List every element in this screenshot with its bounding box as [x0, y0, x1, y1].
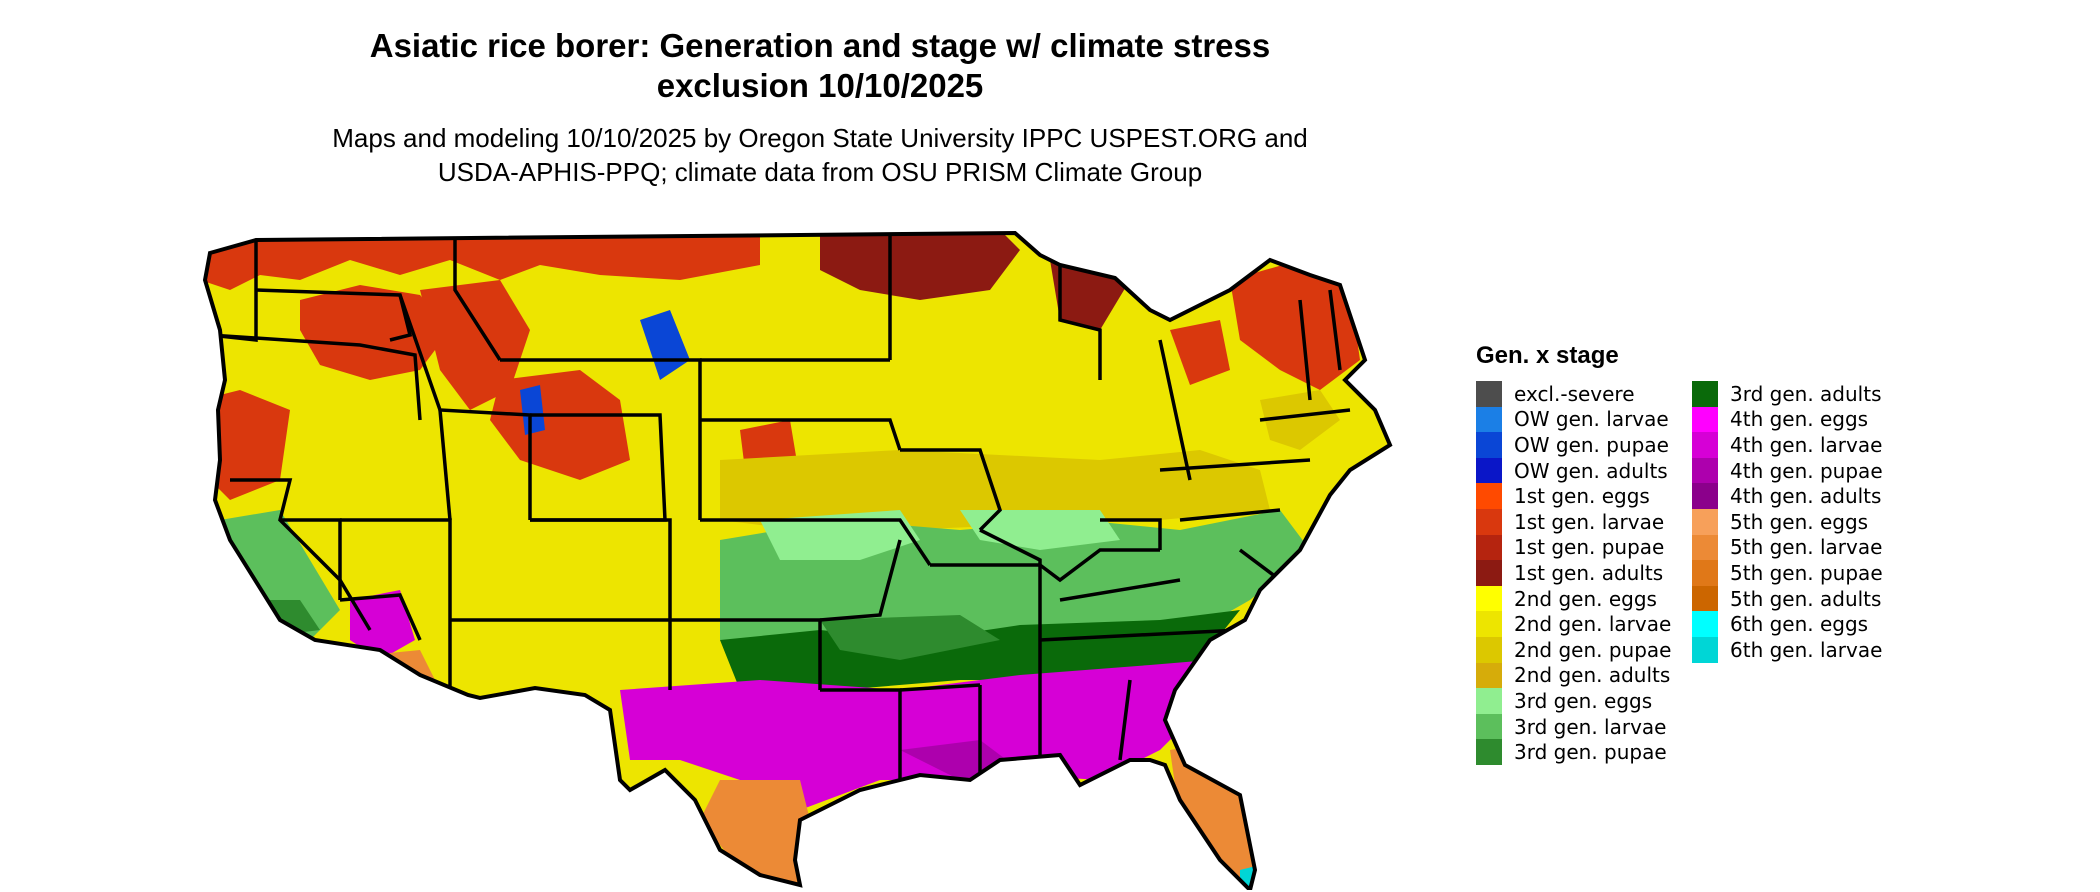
legend-item: 5th gen. adults	[1692, 585, 1883, 612]
legend-label: 5th gen. pupae	[1730, 560, 1883, 585]
legend-label: 1st gen. eggs	[1514, 484, 1650, 509]
legend-item: OW gen. larvae	[1476, 406, 1671, 433]
legend-swatch	[1476, 432, 1502, 458]
legend-label: 1st gen. adults	[1514, 560, 1664, 585]
legend-column-2: 3rd gen. adults 4th gen. eggs 4th gen. lar…	[1692, 381, 1883, 663]
legend-item: 5th gen. eggs	[1692, 508, 1883, 535]
legend-label: OW gen. adults	[1514, 458, 1668, 483]
legend-column-1: excl.-severe OW gen. larvae OW gen. pupae O…	[1476, 381, 1671, 765]
legend-item: 3rd gen. eggs	[1476, 688, 1671, 714]
legend-label: 4th gen. larvae	[1730, 432, 1883, 457]
legend-label: OW gen. pupae	[1514, 432, 1669, 457]
legend-item: 4th gen. larvae	[1692, 432, 1883, 458]
legend-item: OW gen. pupae	[1476, 432, 1671, 458]
legend-item: 3rd gen. adults	[1692, 381, 1883, 407]
legend-swatch	[1476, 483, 1502, 509]
legend-swatch	[1476, 534, 1502, 561]
legend-item: OW gen. adults	[1476, 457, 1671, 484]
legend-item: 2nd gen. adults	[1476, 662, 1671, 689]
legend-item: 1st gen. adults	[1476, 560, 1671, 586]
legend-swatch	[1692, 381, 1718, 407]
legend-swatch	[1476, 560, 1502, 586]
legend-swatch	[1476, 662, 1502, 689]
legend-item: 3rd gen. larvae	[1476, 713, 1671, 740]
legend-swatch	[1692, 483, 1718, 509]
legend-swatch	[1692, 636, 1718, 663]
legend-title: Gen. x stage	[1476, 342, 1619, 369]
legend-item: 5th gen. larvae	[1692, 534, 1883, 561]
legend-label: 3rd gen. adults	[1730, 381, 1882, 406]
legend-swatch	[1692, 560, 1718, 586]
legend-item: excl.-severe	[1476, 381, 1671, 407]
legend-item: 2nd gen. pupae	[1476, 636, 1672, 663]
legend-item: 6th gen. larvae	[1692, 636, 1883, 663]
legend-swatch	[1476, 688, 1502, 714]
legend-label: 6th gen. larvae	[1730, 637, 1883, 662]
legend-item: 6th gen. eggs	[1692, 611, 1883, 637]
legend-label: 5th gen. larvae	[1730, 535, 1883, 560]
legend-swatch	[1692, 508, 1718, 535]
legend-item: 3rd gen. pupae	[1476, 739, 1671, 765]
legend-swatch	[1476, 406, 1502, 433]
legend-swatch	[1476, 585, 1502, 612]
legend-swatch	[1692, 611, 1718, 637]
map-subtitle-line-2: USDA-APHIS-PPQ; climate data from OSU PR…	[437, 157, 1203, 187]
legend-label: 3rd gen. eggs	[1514, 688, 1653, 713]
legend-label: OW gen. larvae	[1514, 407, 1669, 432]
legend-item: 2nd gen. eggs	[1476, 585, 1671, 612]
legend-label: 5th gen. adults	[1730, 586, 1882, 611]
legend-swatch	[1476, 713, 1502, 740]
legend-swatch	[1692, 432, 1718, 458]
legend-swatch	[1476, 457, 1502, 484]
legend-item: 5th gen. pupae	[1692, 560, 1883, 586]
legend-item: 4th gen. eggs	[1692, 406, 1883, 433]
legend-swatch	[1476, 381, 1502, 407]
legend-swatch	[1476, 739, 1502, 765]
legend-swatch	[1476, 611, 1502, 637]
legend-label: 1st gen. pupae	[1514, 535, 1665, 560]
legend-swatch	[1692, 457, 1718, 484]
legend-label: 4th gen. eggs	[1730, 407, 1869, 432]
legend-label: 2nd gen. eggs	[1514, 586, 1657, 611]
map-title-line-1: Asiatic rice borer: Generation and stage…	[369, 27, 1271, 64]
legend-swatch	[1692, 534, 1718, 561]
legend-item: 4th gen. pupae	[1692, 457, 1883, 484]
legend-item: 1st gen. pupae	[1476, 534, 1671, 561]
map-subtitle-line-1: Maps and modeling 10/10/2025 by Oregon S…	[332, 123, 1308, 153]
legend-swatch	[1476, 508, 1502, 535]
legend-item: 1st gen. larvae	[1476, 508, 1671, 535]
legend-swatch	[1476, 636, 1502, 663]
us-generation-map	[202, 230, 1393, 890]
legend-item: 4th gen. adults	[1692, 483, 1883, 509]
legend-label: 6th gen. eggs	[1730, 612, 1869, 637]
legend-item: 1st gen. eggs	[1476, 483, 1671, 509]
legend-label: 2nd gen. adults	[1514, 663, 1671, 688]
map-title-line-2: exclusion 10/10/2025	[656, 67, 984, 104]
legend-label: 3rd gen. pupae	[1514, 740, 1667, 765]
legend-label: 5th gen. eggs	[1730, 509, 1869, 534]
legend-label: 4th gen. adults	[1730, 484, 1882, 509]
legend-item: 2nd gen. larvae	[1476, 611, 1671, 637]
legend-label: 2nd gen. larvae	[1514, 612, 1672, 637]
legend-label: 1st gen. larvae	[1514, 509, 1665, 534]
legend-label: 3rd gen. larvae	[1514, 714, 1667, 739]
legend-label: 4th gen. pupae	[1730, 458, 1883, 483]
legend-swatch	[1692, 406, 1718, 433]
legend-label: 2nd gen. pupae	[1514, 637, 1672, 662]
legend-label: excl.-severe	[1514, 381, 1635, 406]
legend-swatch	[1692, 585, 1718, 612]
